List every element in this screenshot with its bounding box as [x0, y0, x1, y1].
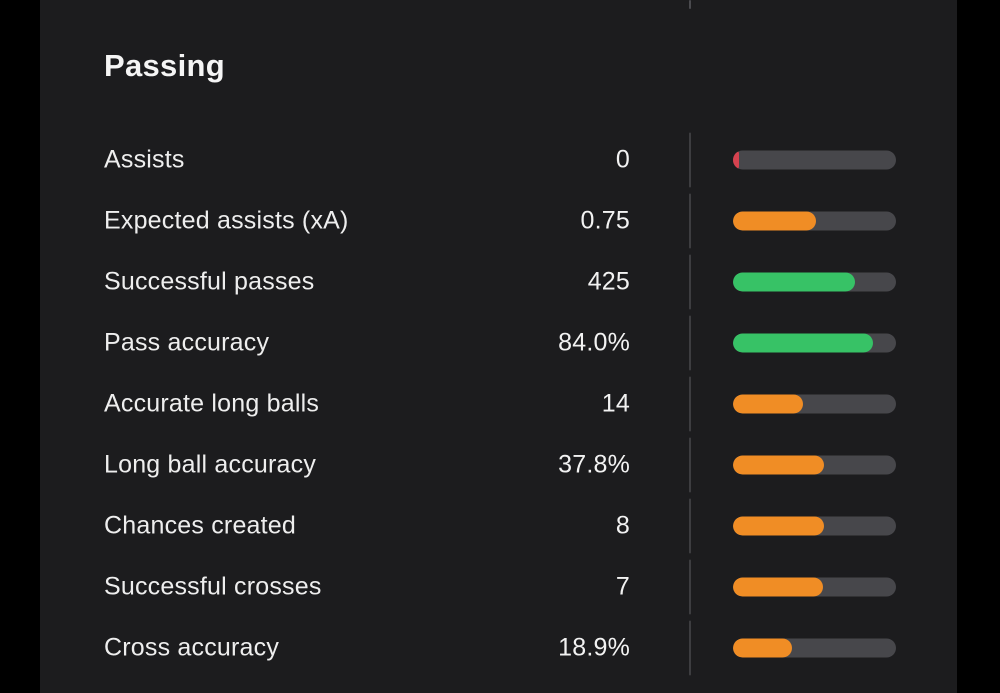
- stat-row: Pass accuracy 84.0%: [40, 312, 957, 373]
- stat-label: Accurate long balls: [104, 389, 320, 418]
- stat-row: Long ball accuracy 37.8%: [40, 434, 957, 495]
- stat-label: Successful passes: [104, 267, 315, 296]
- section-title: Passing: [104, 48, 225, 83]
- stat-row: Successful crosses 7: [40, 557, 957, 618]
- row-divider: [689, 498, 691, 554]
- stat-row: Successful passes 425: [40, 251, 957, 312]
- previous-section-divider-tick: [689, 0, 691, 9]
- stat-bar-track: [733, 516, 896, 536]
- stat-bar-track: [733, 394, 896, 414]
- stat-value: 14: [601, 389, 630, 418]
- stat-value: 425: [587, 267, 630, 296]
- stat-bar-fill: [733, 394, 804, 414]
- row-divider: [689, 315, 691, 371]
- stats-list: Assists 0 Expected assists (xA) 0.75 Suc…: [40, 129, 957, 679]
- row-divider: [689, 254, 691, 310]
- stat-value: 18.9%: [558, 633, 630, 662]
- stat-label: Long ball accuracy: [104, 450, 317, 479]
- stat-bar-fill: [733, 333, 874, 353]
- row-divider: [689, 376, 691, 432]
- stat-bar-fill: [733, 211, 817, 231]
- stat-bar-fill: [733, 516, 825, 536]
- stat-bar-track: [733, 333, 896, 353]
- stats-panel[interactable]: Passing Assists 0 Expected assists (xA) …: [40, 0, 957, 693]
- stat-bar-fill: [733, 638, 792, 658]
- stat-bar-fill: [733, 577, 823, 597]
- stat-bar-track: [733, 455, 896, 475]
- stat-bar-track: [733, 272, 896, 292]
- stat-row: Chances created 8: [40, 496, 957, 557]
- stat-value: 37.8%: [558, 450, 630, 479]
- stat-bar-track: [733, 150, 896, 170]
- stat-label: Assists: [104, 145, 185, 174]
- stat-row: Expected assists (xA) 0.75: [40, 190, 957, 251]
- stat-bar-track: [733, 577, 896, 597]
- stat-bar-track: [733, 211, 896, 231]
- stat-row: Assists 0: [40, 129, 957, 190]
- stat-row: Accurate long balls 14: [40, 373, 957, 434]
- stat-label: Pass accuracy: [104, 328, 270, 357]
- stat-value: 7: [615, 572, 630, 601]
- stat-bar-fill: [733, 150, 739, 170]
- stat-value: 0: [615, 145, 630, 174]
- stat-label: Chances created: [104, 511, 297, 540]
- stat-label: Expected assists (xA): [104, 206, 349, 235]
- row-divider: [689, 559, 691, 615]
- stat-value: 0.75: [580, 206, 630, 235]
- stat-bar-track: [733, 638, 896, 658]
- stat-bar-fill: [733, 272, 856, 292]
- row-divider: [689, 437, 691, 493]
- stat-row: Cross accuracy 18.9%: [40, 618, 957, 679]
- stat-value: 84.0%: [558, 328, 630, 357]
- stat-bar-fill: [733, 455, 825, 475]
- row-divider: [689, 620, 691, 676]
- stat-label: Cross accuracy: [104, 633, 280, 662]
- row-divider: [689, 132, 691, 188]
- row-divider: [689, 193, 691, 249]
- stat-value: 8: [615, 511, 630, 540]
- stat-label: Successful crosses: [104, 572, 322, 601]
